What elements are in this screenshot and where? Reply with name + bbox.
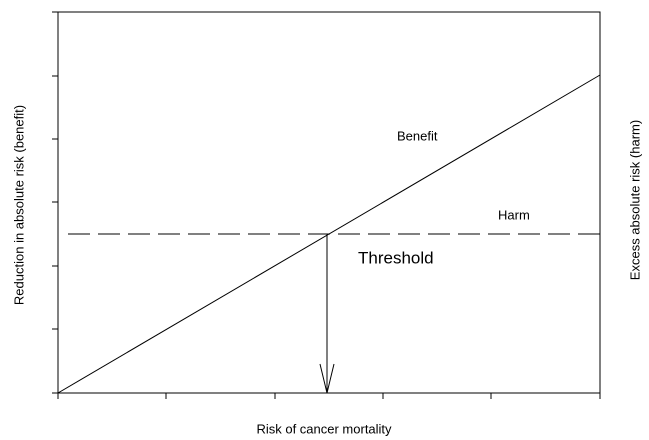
harm-label: Harm [498,207,530,222]
plot-frame [57,11,601,394]
y2-axis-label: Excess absolute risk (harm) [627,120,642,280]
bottom-ticks [57,393,601,399]
y-axis-label: Reduction in absolute risk (benefit) [11,105,26,305]
benefit-label: Benefit [397,128,438,143]
x-axis-label: Risk of cancer mortality [256,421,392,436]
arrow-head [319,363,335,394]
threshold-label: Threshold [358,248,434,267]
left-ticks [52,11,58,394]
